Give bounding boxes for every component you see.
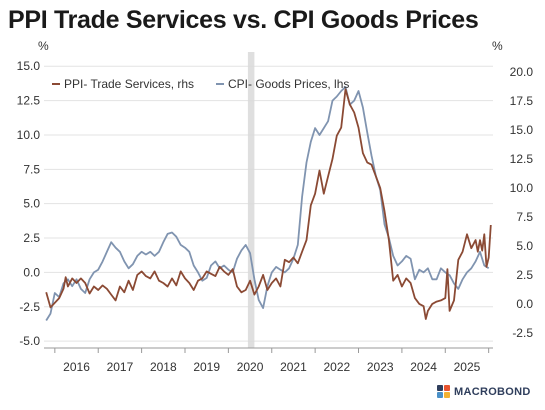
x-tick-label: 2024 [410,360,437,374]
right-tick-label: 7.5 [516,210,533,224]
x-axis-ticks: 2016 2017 2018 2019 2020 2021 2022 2023 2024 2025 [54,348,490,374]
left-tick-label: -2.5 [19,300,40,314]
macrobond-logo: MACROBOND [437,385,531,399]
x-tick-label: 2017 [107,360,134,374]
grid-lines [44,65,493,342]
right-tick-label: 17.5 [510,94,534,108]
left-axis-labels: 15.0 12.5 10.0 7.5 5.0 2.5 0.0 -2.5 -5.0 [17,59,41,348]
right-tick-label: 5.0 [516,239,533,253]
x-tick-label: 2021 [280,360,307,374]
right-axis-unit: % [492,39,503,53]
left-axis-unit: % [38,39,49,53]
series-line-cpi [45,86,490,321]
right-tick-label: 0.0 [516,297,533,311]
shaded-period [247,52,255,348]
right-tick-label: -2.5 [512,326,533,340]
right-tick-label: 15.0 [510,123,534,137]
x-tick-label: 2025 [454,360,481,374]
right-tick-label: 12.5 [510,152,534,166]
chart-title: PPI Trade Services vs. CPI Goods Prices [8,6,479,34]
right-tick-label: 10.0 [510,181,534,195]
left-tick-label: 5.0 [23,197,40,211]
x-tick-label: 2018 [150,360,177,374]
right-tick-label: 20.0 [510,65,534,79]
legend-label-ppi: PPI- Trade Services, rhs [64,77,194,91]
right-tick-label: 2.5 [516,268,533,282]
left-tick-label: 10.0 [17,128,41,142]
left-tick-label: -5.0 [19,334,40,348]
macrobond-logo-icon [437,385,451,399]
legend: PPI- Trade Services, rhs CPI- Goods Pric… [52,77,349,91]
x-tick-label: 2023 [367,360,394,374]
left-tick-label: 7.5 [23,162,40,176]
left-tick-label: 15.0 [17,59,41,73]
x-tick-label: 2020 [237,360,264,374]
x-tick-label: 2019 [193,360,220,374]
series-line-ppi [45,88,492,320]
x-tick-label: 2016 [63,360,90,374]
left-tick-label: 12.5 [17,94,41,108]
macrobond-logo-text: MACROBOND [454,386,531,398]
right-axis-labels: 20.0 17.5 15.0 12.5 10.0 7.5 5.0 2.5 0.0 -2.5 [510,65,534,340]
left-tick-label: 0.0 [23,265,40,279]
left-tick-label: 2.5 [23,231,40,245]
series-layer [45,86,492,321]
legend-label-cpi: CPI- Goods Prices, lhs [228,77,349,91]
x-tick-label: 2022 [323,360,350,374]
